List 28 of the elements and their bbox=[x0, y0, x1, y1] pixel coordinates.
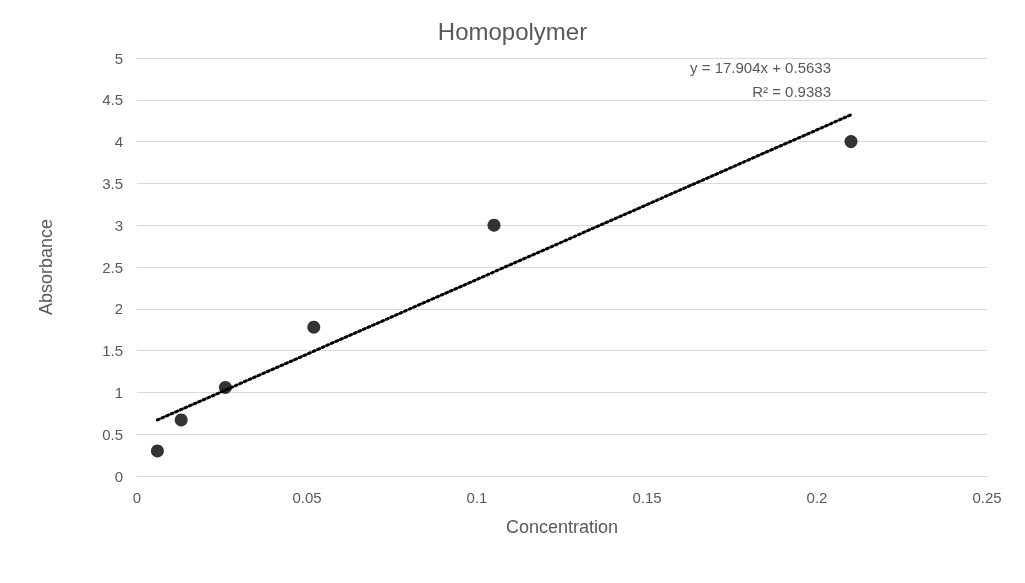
y-tick-label: 4.5 bbox=[102, 91, 123, 109]
y-tick-label: 4 bbox=[114, 133, 123, 151]
x-tick-label: 0 bbox=[132, 489, 142, 506]
y-tick-label: 1 bbox=[114, 383, 123, 401]
y-axis-title: Absorbance bbox=[36, 218, 56, 316]
point bbox=[844, 135, 858, 149]
y-tick-label: 2 bbox=[114, 300, 123, 318]
y-tick-label: 5 bbox=[114, 49, 123, 67]
point bbox=[218, 380, 232, 394]
point bbox=[150, 444, 164, 458]
y-tick-label: 2.5 bbox=[102, 258, 123, 276]
point bbox=[307, 320, 321, 334]
x-tick-label: 0.25 bbox=[972, 489, 1002, 506]
y-tick-label: 3.5 bbox=[102, 174, 123, 192]
x-tick-label: 0.15 bbox=[632, 489, 662, 506]
y-tick-label: 1.5 bbox=[102, 342, 123, 360]
y-tick-label: 0 bbox=[114, 467, 123, 485]
annotation: R² = 0.9383 bbox=[752, 82, 831, 100]
point bbox=[174, 413, 188, 427]
y-tick-label: 3 bbox=[114, 216, 123, 234]
x-tick-label: 0.2 bbox=[806, 489, 828, 506]
y-tick-label: 0.5 bbox=[102, 425, 123, 443]
point bbox=[487, 218, 501, 232]
annotation: y = 17.904x + 0.5633 bbox=[690, 58, 831, 76]
chart-title: Homopolymer bbox=[437, 17, 588, 45]
x-axis-title: Concentration bbox=[505, 517, 619, 537]
x-tick-label: 0.1 bbox=[466, 489, 488, 506]
x-tick-label: 0.05 bbox=[292, 489, 322, 506]
